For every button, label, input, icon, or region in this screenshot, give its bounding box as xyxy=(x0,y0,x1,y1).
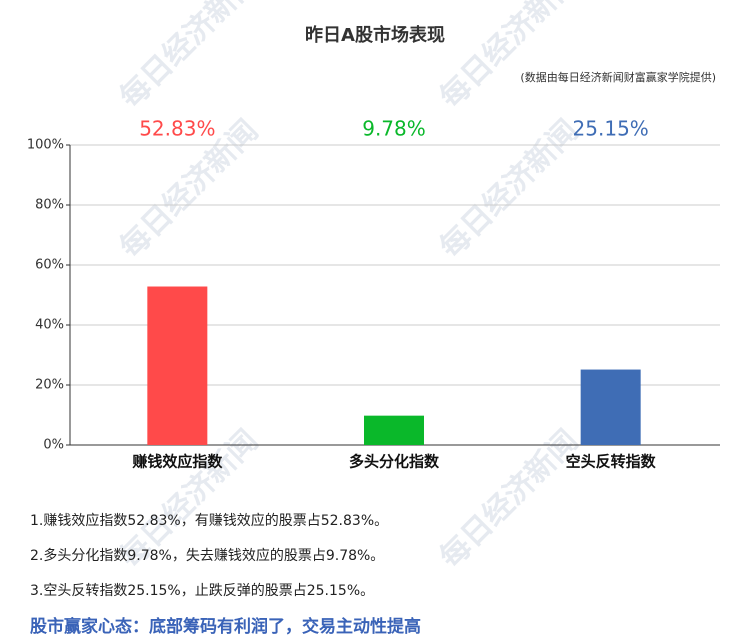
chart-subtitle: (数据由每日经济新闻财富赢家学院提供) xyxy=(520,70,716,84)
y-tick-label: 60% xyxy=(35,258,64,273)
y-tick-label: 20% xyxy=(35,378,64,393)
note: 1.赚钱效应指数52.83%，有赚钱效应的股票占52.83%。 xyxy=(30,512,388,529)
note: 2.多头分化指数9.78%，失去赚钱效应的股票占9.78%。 xyxy=(30,547,384,564)
x-tick-label: 多头分化指数 xyxy=(349,453,440,471)
bar xyxy=(147,286,208,445)
x-tick-label: 空头反转指数 xyxy=(566,453,657,471)
x-tick-label: 赚钱效应指数 xyxy=(131,453,223,471)
value-label: 52.83% xyxy=(139,117,215,141)
watermark: 每日经济新闻 xyxy=(113,0,265,115)
value-label: 25.15% xyxy=(573,117,649,141)
watermark: 每日经济新闻 xyxy=(433,0,585,115)
chart-title: 昨日A股市场表现 xyxy=(305,24,445,46)
y-tick-label: 0% xyxy=(43,438,64,453)
y-tick-label: 40% xyxy=(35,318,64,333)
value-label: 9.78% xyxy=(362,117,426,141)
bar xyxy=(580,369,641,445)
watermark: 每日经济新闻 xyxy=(433,113,585,265)
watermark: 每日经济新闻 xyxy=(433,423,585,575)
y-tick-label: 100% xyxy=(27,138,64,153)
footer: 股市赢家心态：底部筹码有利润了，交易主动性提高 xyxy=(30,616,421,637)
bar xyxy=(364,415,424,445)
y-tick-label: 80% xyxy=(35,198,64,213)
note: 3.空头反转指数25.15%，止跌反弹的股票占25.15%。 xyxy=(30,583,374,599)
